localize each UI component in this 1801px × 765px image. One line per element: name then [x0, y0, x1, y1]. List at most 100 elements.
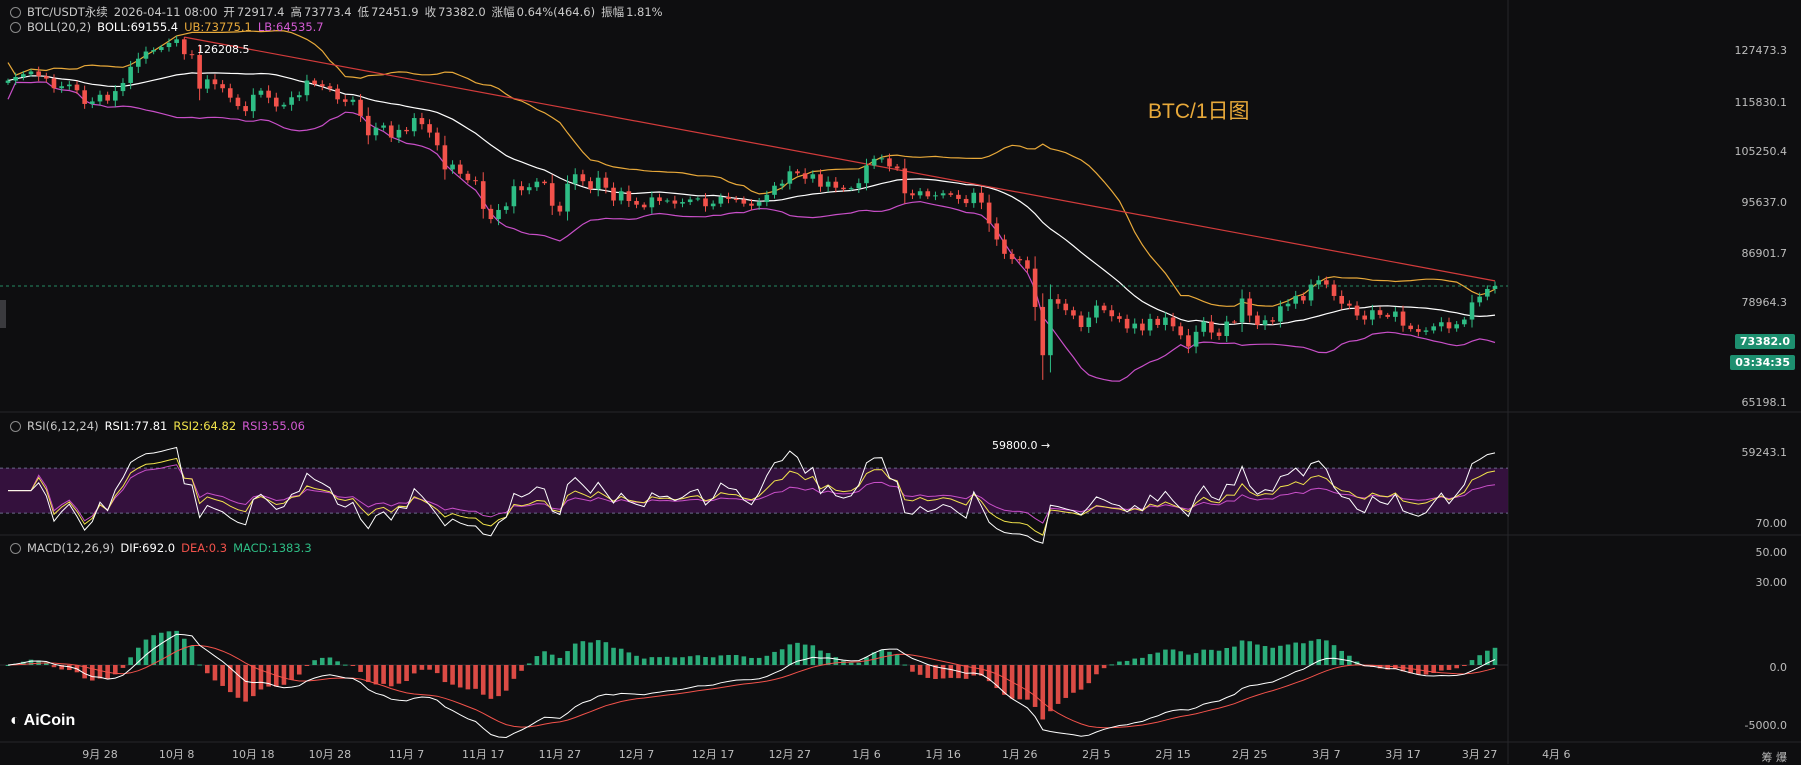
candle-body — [358, 99, 363, 116]
macd-histogram-bar — [588, 642, 593, 665]
macd-legend[interactable]: MACD(12,26,9) DIF:692.0 DEA:0.3 MACD:1383.3 — [10, 541, 318, 555]
macd-histogram-bar — [810, 645, 816, 665]
macd-histogram-bar — [5, 665, 11, 666]
indicator-settings-icon[interactable] — [10, 543, 21, 554]
macd-histogram-bar — [1385, 665, 1390, 670]
macd-histogram-bar — [940, 665, 946, 679]
macd-histogram-bar — [948, 665, 954, 678]
candle-body — [864, 165, 869, 184]
macd-histogram-bar — [189, 645, 195, 665]
candle-body — [649, 197, 655, 208]
candle-body — [871, 158, 877, 166]
candle-body — [672, 200, 678, 204]
macd-histogram-bar — [1477, 655, 1482, 665]
indicator-settings-icon[interactable] — [10, 22, 21, 33]
macd-histogram-bar — [764, 655, 770, 665]
macd-histogram-bar — [549, 654, 555, 665]
macd-histogram-bar — [649, 657, 655, 665]
candle-body — [67, 84, 72, 87]
macd-histogram-bar — [1002, 665, 1007, 695]
x-tick-label: 3月 17 — [1385, 748, 1421, 761]
boll-legend[interactable]: BOLL(20,2) BOLL:69155.4 UB:73775.1 LB:64535… — [10, 20, 330, 34]
macd-histogram-bar — [779, 649, 785, 665]
macd-histogram-bar — [227, 665, 233, 693]
macd-histogram-bar — [1017, 665, 1023, 700]
candle-body — [1101, 305, 1107, 311]
candle-body — [810, 174, 816, 179]
macd-histogram-bar — [741, 656, 747, 665]
candle-body — [1078, 315, 1084, 328]
candle-body — [1224, 321, 1230, 336]
macd-histogram-bar — [1262, 646, 1268, 665]
macd-histogram-bar — [450, 665, 455, 685]
macd-histogram-bar — [726, 654, 731, 665]
x-tick-label: 3月 27 — [1461, 748, 1498, 761]
candle-body — [902, 168, 908, 194]
candle-body — [718, 196, 724, 204]
candle-body — [1040, 306, 1046, 356]
candle-body — [319, 84, 325, 87]
macd-tick: 0.0 — [1769, 661, 1788, 674]
candle-body — [1071, 310, 1076, 316]
rsi-name: RSI(6,12,24) — [27, 419, 99, 433]
candle-body — [956, 194, 961, 199]
macd-histogram-bar — [174, 630, 179, 665]
candle-body — [136, 58, 141, 67]
candle-body — [726, 196, 731, 199]
chip-toolbar[interactable]: 筹 爆 — [1761, 751, 1788, 764]
macd-histogram-bar — [1492, 647, 1498, 665]
candle-body — [1193, 331, 1199, 347]
candle-body — [1446, 322, 1452, 329]
macd-histogram-bar — [626, 652, 632, 665]
candle-body — [1247, 298, 1253, 316]
macd-histogram-bar — [342, 664, 348, 666]
macd-histogram-bar — [258, 665, 264, 690]
x-tick-label: 12月 27 — [768, 748, 812, 761]
macd-histogram-bar — [197, 664, 202, 666]
x-tick-label: 12月 17 — [691, 748, 735, 761]
macd-dea-line — [7, 645, 1496, 729]
x-tick-label: 12月 7 — [618, 748, 655, 761]
x-tick-label: 10月 18 — [232, 748, 275, 761]
candle-body — [1216, 332, 1222, 336]
macd-histogram-bar — [473, 665, 478, 689]
candle-body — [1140, 323, 1145, 331]
close-label: 收 — [424, 5, 437, 19]
candle-body — [59, 86, 64, 89]
side-panel-handle[interactable] — [0, 300, 6, 328]
candle-body — [21, 74, 26, 77]
macd-histogram-bar — [733, 654, 739, 665]
symbol-icon — [10, 7, 21, 18]
candle-body — [342, 99, 348, 102]
rsi-legend[interactable]: RSI(6,12,24) RSI1:77.81 RSI2:64.82 RSI3:55.… — [10, 419, 311, 433]
close-value: 73382.0 — [438, 5, 486, 19]
indicator-settings-icon[interactable] — [10, 421, 21, 432]
macd-histogram-bar — [151, 635, 156, 665]
candle-body — [74, 84, 80, 91]
rsi3-value: RSI3:55.06 — [242, 419, 305, 433]
candle-body — [756, 202, 762, 206]
price-tick: 78964.3 — [1741, 296, 1788, 309]
candle-body — [825, 181, 831, 187]
candle-body — [227, 88, 233, 98]
macd-histogram-bar — [465, 665, 471, 690]
macd-histogram-bar — [703, 656, 708, 665]
macd-histogram-bar — [21, 661, 26, 665]
macd-histogram-bar — [411, 665, 417, 674]
macd-histogram-bar — [1400, 665, 1406, 672]
candle-body — [143, 51, 149, 59]
macd-histogram-bar — [1339, 650, 1345, 665]
x-tick-label: 11月 17 — [461, 748, 505, 761]
change-value: 0.64%(464.6) — [516, 5, 596, 19]
macd-histogram-bar — [833, 657, 839, 665]
macd-histogram-bar — [565, 651, 570, 665]
amp-value: 1.81% — [626, 5, 663, 19]
boll-ub: UB:73775.1 — [184, 20, 252, 34]
macd-histogram-bar — [902, 664, 908, 666]
candle-body — [1416, 329, 1421, 332]
macd-histogram-bar — [1324, 640, 1329, 665]
macd-histogram-bar — [113, 665, 118, 675]
macd-histogram-bar — [1431, 665, 1436, 674]
macd-histogram-bar — [664, 656, 670, 665]
